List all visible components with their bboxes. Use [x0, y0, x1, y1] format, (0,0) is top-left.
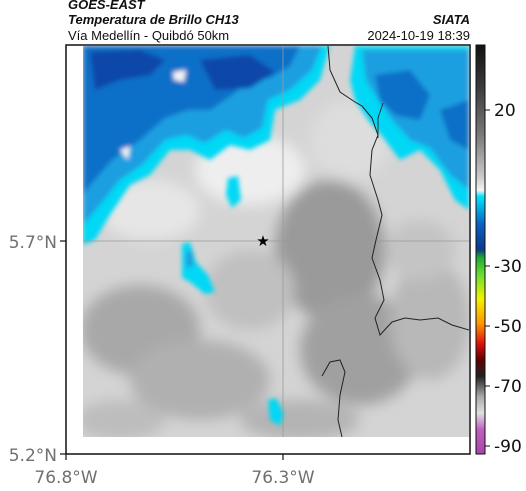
lat-tick-label: 5.7°N — [9, 233, 57, 253]
satellite-name: GOES-EAST — [68, 0, 145, 12]
boundary-branch — [377, 102, 384, 138]
colorbar: 20 -30 -50 -70 -90 — [475, 44, 522, 457]
agency-name: SIATA — [432, 12, 470, 27]
colorbar-tick-label: -70 — [494, 377, 522, 397]
route-subtitle: Vía Medellín - Quibdó 50km — [68, 28, 230, 43]
lat-tick-label: 5.2°N — [9, 446, 57, 466]
location-star-marker: ★ — [256, 232, 269, 250]
cold-cloud-tops — [83, 46, 469, 426]
municipal-boundary — [321, 359, 346, 437]
colorbar-tick-label: -30 — [494, 257, 522, 277]
department-boundary — [327, 46, 469, 336]
brightness-temperature-field — [83, 46, 469, 437]
lon-tick-label: 76.3°W — [251, 468, 314, 488]
colorbar-tick-label: -90 — [494, 437, 522, 457]
timestamp: 2024-10-19 18:39 — [367, 28, 470, 43]
colorbar-tick-label: -50 — [494, 317, 522, 337]
product-title: Temperatura de Brillo CH13 — [68, 12, 239, 27]
lon-tick-label: 76.8°W — [34, 468, 97, 488]
colorbar-tick-label: 20 — [494, 101, 516, 121]
